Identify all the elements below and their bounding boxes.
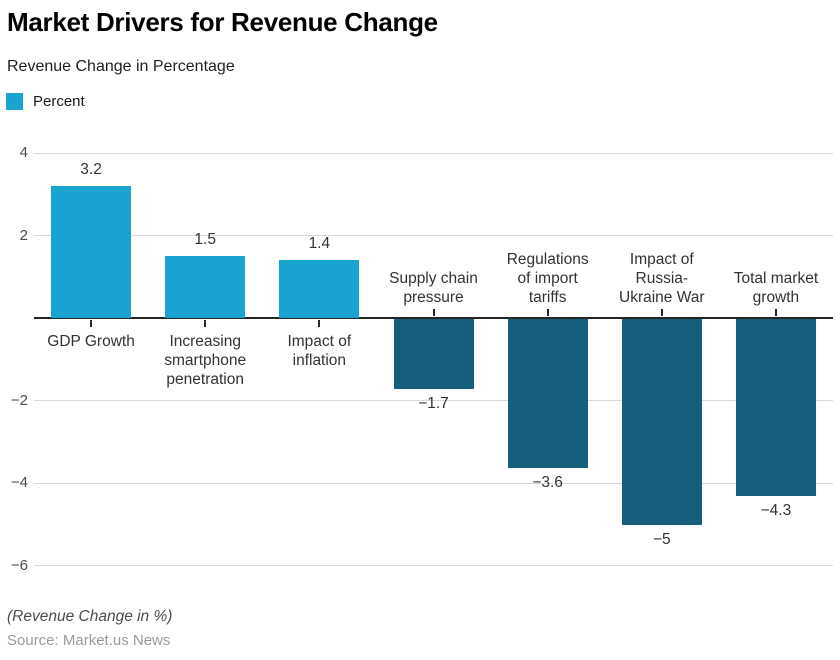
- category-label-line: Regulations: [506, 251, 589, 268]
- y-axis-tick-label: −2: [10, 391, 28, 409]
- category-label-line: inflation: [292, 352, 347, 369]
- bar-value-label: −4.3: [760, 502, 792, 520]
- category-label-line: Impact of: [629, 251, 694, 268]
- y-axis-tick-label: −4: [10, 474, 28, 491]
- category-label: GDP Growth: [28, 332, 154, 351]
- bar: [393, 319, 474, 390]
- category-tick: [774, 309, 777, 316]
- gridline: [34, 482, 833, 484]
- legend-label: Percent: [33, 93, 85, 110]
- bar-value-label: −5: [652, 531, 671, 549]
- category-label-line: Total market: [733, 270, 819, 287]
- category-label-line: Increasing: [169, 333, 241, 350]
- category-label-line: Russia-: [635, 270, 689, 287]
- gridline: [34, 235, 833, 236]
- category-label-line: GDP Growth: [47, 333, 135, 350]
- bar: [51, 186, 132, 318]
- category-label: Impact of inflation: [256, 332, 382, 370]
- bar: [621, 319, 702, 526]
- bar-value-label: 3.2: [80, 161, 102, 178]
- y-axis-tick-label: −6: [10, 556, 28, 574]
- gridline: [34, 565, 833, 566]
- legend: Percent: [6, 93, 85, 110]
- chart-subtitle: Revenue Change in Percentage: [7, 58, 235, 75]
- category-label-line: tariffs: [528, 289, 567, 306]
- category-label-line: of import: [517, 270, 578, 287]
- y-axis-tick-label: 4: [19, 144, 28, 161]
- category-label-line: growth: [752, 289, 800, 306]
- category-label: Total market growth: [713, 269, 839, 307]
- category-label-line: Supply chain: [389, 270, 478, 287]
- category-tick: [318, 320, 321, 327]
- gridline: [34, 152, 833, 154]
- bar: [279, 260, 360, 318]
- category-tick: [546, 309, 549, 316]
- category-label-line: Ukraine War: [619, 289, 705, 306]
- bar-value-label: −3.6: [532, 473, 563, 491]
- category-label-line: penetration: [166, 371, 244, 388]
- bar: [165, 256, 246, 318]
- category-tick: [204, 320, 207, 327]
- axis-baseline: [34, 317, 833, 319]
- category-label: Impact of Russia- Ukraine War: [599, 250, 725, 307]
- category-label: Regulations of import tariffs: [485, 250, 611, 307]
- category-tick: [432, 309, 435, 316]
- bar-value-label: −1.7: [418, 395, 449, 413]
- category-label-line: Impact of: [287, 333, 352, 350]
- axis-note: (Revenue Change in %): [7, 608, 173, 625]
- category-label-line: pressure: [403, 289, 464, 306]
- bar: [507, 319, 588, 468]
- plot-area: 4 2 −2 −4 −6 3.2 GDP Growth 1.5 Increasing smartp…: [0, 130, 840, 590]
- category-tick: [660, 309, 663, 316]
- bar: [735, 319, 816, 497]
- gridline: [34, 400, 833, 401]
- y-axis-tick-label: 2: [19, 226, 28, 244]
- bar-value-label: 1.4: [308, 235, 331, 253]
- chart-title: Market Drivers for Revenue Change: [7, 7, 438, 37]
- category-tick: [90, 320, 93, 327]
- category-label: Supply chain pressure: [371, 269, 497, 307]
- source-credit: Source: Market.us News: [7, 632, 171, 649]
- category-label-line: smartphone: [164, 352, 247, 369]
- category-label: Increasing smartphone penetration: [142, 332, 268, 389]
- bar-value-label: 1.5: [194, 231, 216, 249]
- legend-swatch-icon: [6, 93, 23, 110]
